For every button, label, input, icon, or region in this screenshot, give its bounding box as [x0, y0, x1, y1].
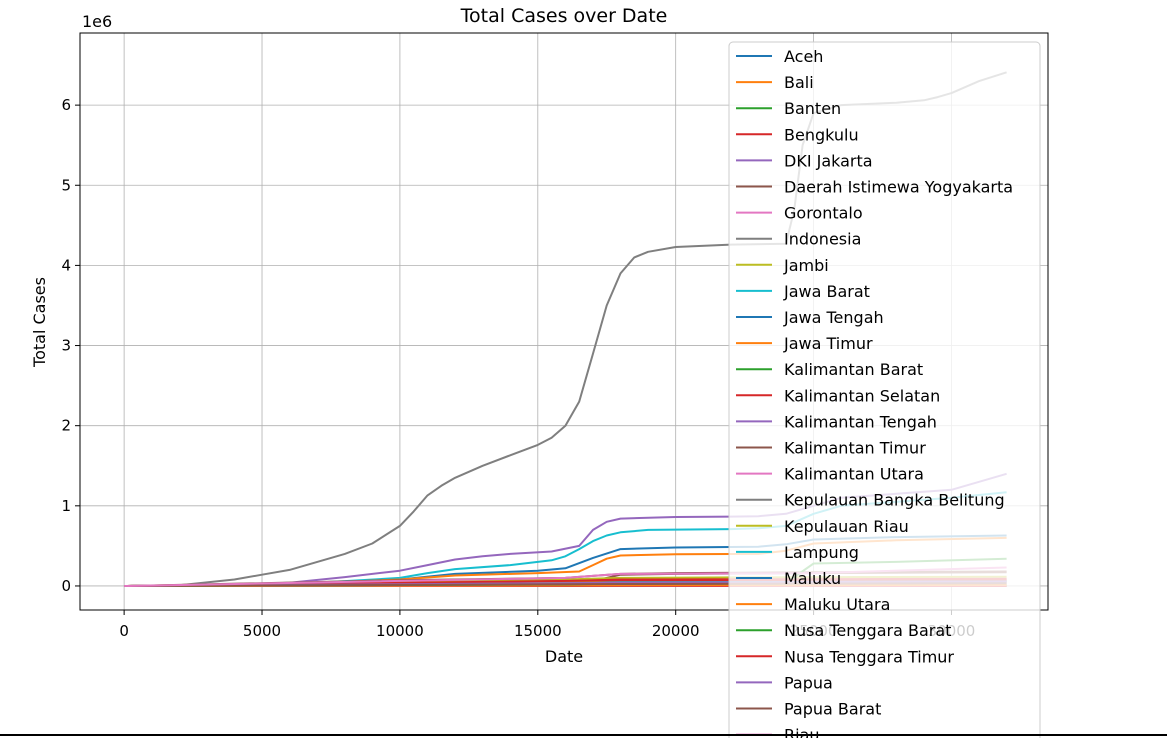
legend-entry-label: Daerah Istimewa Yogyakarta — [784, 178, 1013, 197]
legend-entry-label: DKI Jakarta — [784, 151, 873, 170]
legend-entry-label: Papua — [784, 673, 833, 692]
y-tick-label: 6 — [61, 96, 71, 114]
legend-box — [728, 41, 1041, 738]
x-axis-label: Date — [545, 647, 583, 666]
y-tick-label: 5 — [61, 176, 71, 194]
legend-entry-label: Gorontalo — [784, 204, 863, 223]
y-tick-label: 0 — [61, 577, 71, 595]
legend-entry-label: Aceh — [784, 47, 823, 66]
legend-entry-label: Jawa Tengah — [783, 308, 884, 327]
x-tick-label: 10000 — [376, 622, 424, 640]
legend-entry-label: Riau — [784, 726, 820, 738]
y-axis-label: Total Cases — [30, 277, 49, 368]
legend-entry-label: Kepulauan Bangka Belitung — [784, 491, 1005, 510]
y-tick-label: 4 — [61, 256, 71, 274]
legend-entry-label: Maluku Utara — [784, 595, 890, 614]
legend-entry-label: Jambi — [783, 256, 829, 275]
legend-entry-label: Lampung — [784, 543, 859, 562]
legend-entry-label: Kalimantan Utara — [784, 465, 924, 484]
legend-entry-label: Maluku — [784, 569, 841, 588]
y-tick-label: 1 — [61, 497, 71, 515]
legend-entry-label: Bengkulu — [784, 125, 859, 144]
y-axis-multiplier: 1e6 — [82, 12, 112, 31]
legend-entry-label: Jawa Barat — [783, 282, 870, 301]
y-tick-label: 2 — [61, 417, 71, 435]
legend-entry-label: Kalimantan Tengah — [784, 412, 937, 431]
x-tick-label: 15000 — [514, 622, 562, 640]
legend-entry-label: Indonesia — [784, 230, 861, 249]
legend-entry-label: Nusa Tenggara Timur — [784, 647, 954, 666]
bottom-border — [0, 734, 1167, 736]
plot-area-frame — [79, 32, 1049, 611]
legend-entry-label: Papua Barat — [784, 700, 881, 719]
legend-entry-label: Kepulauan Riau — [784, 517, 909, 536]
x-tick-label: 0 — [119, 622, 129, 640]
y-axis-ticks: 0 1 2 3 4 5 6 — [61, 96, 80, 595]
legend-entry-label: Kalimantan Timur — [784, 439, 926, 458]
legend-entry-label: Kalimantan Barat — [784, 360, 923, 379]
legend-entry-label: Jawa Timur — [783, 334, 873, 353]
legend-entry-label: Nusa Tenggara Barat — [784, 621, 951, 640]
legend-entry-label: Kalimantan Selatan — [784, 386, 940, 405]
x-tick-label: 20000 — [652, 622, 700, 640]
legend-entry-label: Bali — [784, 73, 814, 92]
legend: Aceh Bali Banten Bengkulu DKI Jakarta Daerah … — [728, 41, 1041, 738]
y-tick-label: 3 — [61, 337, 71, 355]
chart-title: Total Cases over Date — [460, 5, 668, 27]
legend-entry-label: Banten — [784, 99, 841, 118]
x-tick-label: 5000 — [243, 622, 281, 640]
